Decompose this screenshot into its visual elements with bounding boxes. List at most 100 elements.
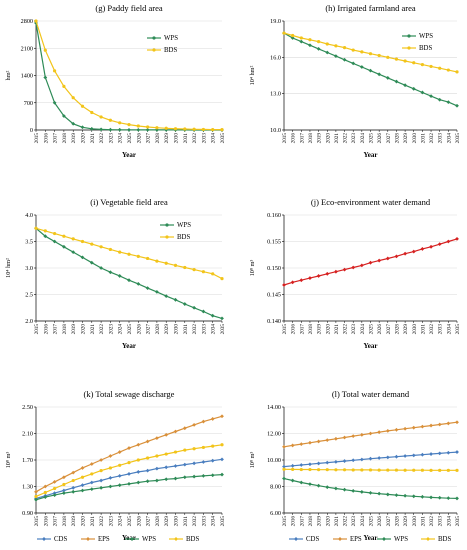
data-point: [394, 454, 399, 459]
data-point: [155, 126, 159, 130]
data-point: [173, 464, 178, 468]
data-point: [403, 468, 407, 472]
data-point: [155, 289, 159, 294]
x-tick-label: 2034: [446, 324, 452, 335]
data-point: [210, 458, 215, 463]
data-point: [146, 456, 150, 460]
data-point: [201, 127, 205, 132]
data-point: [118, 250, 122, 254]
data-point: [368, 260, 373, 265]
data-point: [108, 118, 112, 122]
data-point: [155, 128, 159, 132]
x-tick-label: 2019: [317, 324, 323, 335]
data-point: [71, 121, 76, 126]
data-point: [351, 61, 356, 66]
data-point: [164, 294, 169, 298]
data-point: [117, 450, 122, 454]
x-tick-label: 2031: [420, 133, 426, 144]
data-point: [62, 114, 66, 118]
data-point: [127, 252, 131, 256]
data-point: [377, 491, 382, 496]
legend-marker: [338, 537, 342, 541]
data-point: [359, 263, 364, 268]
x-tick-label: 2030: [174, 324, 180, 335]
data-point: [316, 274, 321, 278]
x-tick-label: 2034: [446, 133, 452, 144]
data-point: [99, 478, 103, 483]
y-tick-label: 10.0: [270, 127, 281, 134]
x-tick-label: 2021: [334, 516, 340, 527]
x-tick-label: 2033: [201, 324, 207, 335]
x-tick-label: 2023: [108, 324, 114, 335]
data-point: [164, 432, 169, 437]
x-tick-label: 2030: [174, 516, 180, 527]
data-point: [446, 468, 450, 472]
data-point: [299, 442, 304, 446]
data-point: [136, 458, 140, 462]
y-tick-label: 1.70: [22, 457, 33, 464]
x-tick-label: 2031: [183, 133, 189, 144]
data-point: [368, 431, 373, 436]
data-point: [446, 68, 450, 72]
data-point: [446, 421, 451, 426]
legend-marker: [42, 537, 46, 541]
data-point: [420, 63, 424, 67]
data-point: [108, 484, 113, 489]
x-tick-label: 2026: [377, 133, 383, 144]
series-line-wps: [35, 22, 222, 131]
data-point: [299, 39, 304, 44]
legend-label: WPS: [419, 33, 433, 40]
data-point: [351, 458, 356, 463]
y-tick-label: 1.30: [22, 484, 33, 491]
legend-label: BDS: [419, 45, 432, 52]
data-point: [325, 438, 330, 443]
x-tick-label: 2033: [438, 133, 444, 144]
x-tick-label: 2019: [71, 324, 77, 335]
data-point: [173, 263, 178, 267]
x-tick-label: 2024: [360, 516, 366, 527]
data-point: [437, 242, 442, 247]
x-tick-label: 2025: [369, 133, 375, 144]
data-point: [316, 483, 321, 488]
data-point: [34, 494, 38, 499]
x-tick-label: 2035: [455, 516, 461, 527]
x-tick-label: 2029: [403, 324, 409, 335]
data-point: [80, 239, 85, 244]
x-tick-label: 2031: [420, 324, 426, 335]
data-point: [43, 495, 48, 499]
y-tick-label: 10.00: [267, 457, 281, 464]
data-point: [201, 309, 206, 314]
data-point: [173, 297, 178, 302]
x-tick-label: 2028: [155, 324, 161, 335]
data-point: [201, 474, 206, 478]
x-tick-label: 2033: [201, 133, 207, 144]
data-point: [291, 467, 295, 472]
data-point: [99, 245, 103, 249]
chart-title: (k) Total sewage discharge: [84, 389, 175, 399]
y-tick-label: 13.0: [270, 91, 281, 98]
data-point: [282, 444, 286, 449]
x-tick-label: 2020: [325, 516, 331, 527]
x-tick-label: 2020: [81, 324, 87, 335]
data-point: [377, 258, 382, 263]
data-point: [136, 470, 141, 474]
y-tick-label: 0.145: [267, 292, 281, 299]
data-point: [282, 464, 286, 469]
legend-label: WPS: [164, 35, 178, 42]
data-point: [182, 426, 187, 431]
y-axis-label: 10⁸ m³: [249, 452, 256, 469]
x-tick-label: 2030: [412, 324, 418, 335]
data-point: [377, 468, 381, 472]
x-tick-label: 2026: [136, 516, 142, 527]
data-point: [164, 452, 168, 456]
x-tick-label: 2034: [446, 516, 452, 527]
data-point: [118, 121, 122, 125]
x-tick-label: 2021: [334, 324, 340, 335]
data-point: [183, 127, 187, 131]
x-tick-label: 2025: [369, 516, 375, 527]
y-axis-label: 10⁸ m³: [249, 260, 256, 277]
x-tick-label: 2022: [99, 516, 105, 527]
x-tick-label: 2019: [71, 516, 77, 527]
data-point: [89, 260, 94, 265]
data-point: [308, 462, 312, 467]
